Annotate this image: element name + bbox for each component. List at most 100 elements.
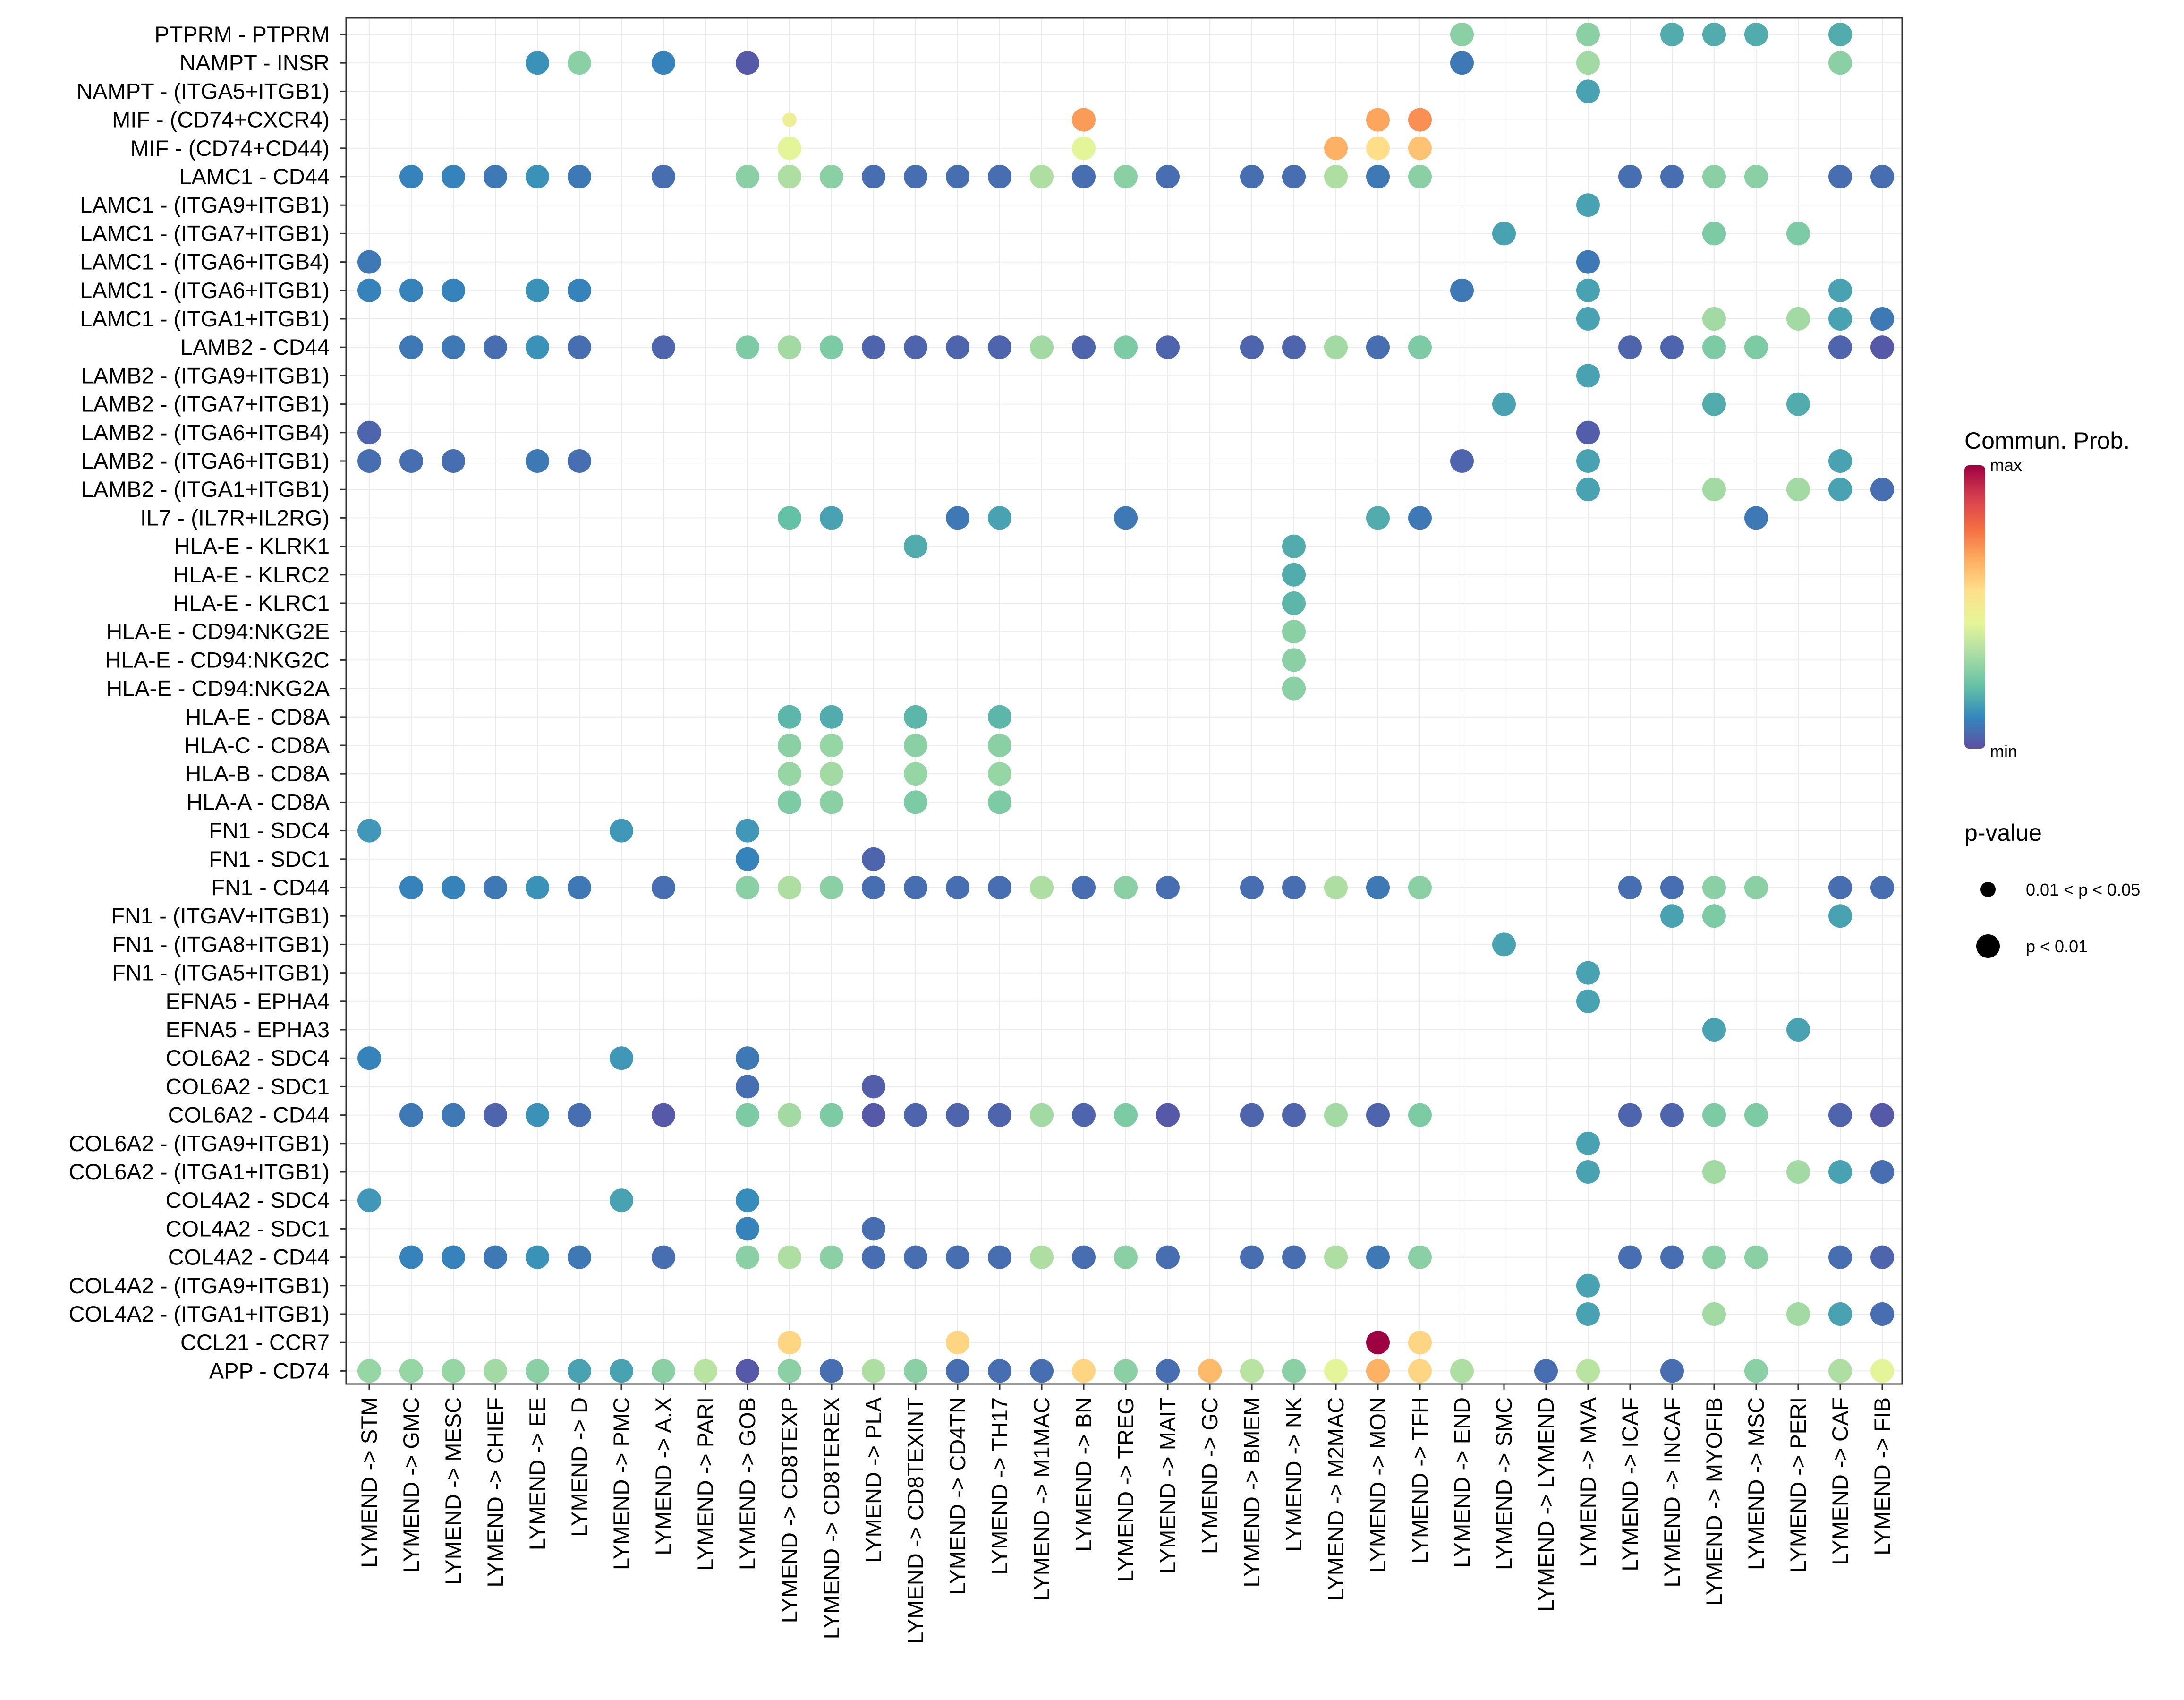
data-point xyxy=(442,165,465,188)
data-point xyxy=(1660,335,1684,359)
y-tick-label: HLA-E - KLRK1 xyxy=(174,534,330,559)
data-point xyxy=(1828,278,1852,302)
data-point xyxy=(1870,1302,1894,1326)
data-point xyxy=(1870,1359,1894,1383)
x-tick-label: LYMEND -> ICAF xyxy=(1617,1397,1642,1572)
data-point xyxy=(1870,1103,1894,1127)
y-tick-label: LAMB2 - (ITGA7+ITGB1) xyxy=(81,392,330,417)
data-point xyxy=(1702,876,1726,899)
data-point xyxy=(1660,165,1684,188)
y-tick-label: EFNA5 - EPHA3 xyxy=(166,1017,330,1042)
y-tick-label: EFNA5 - EPHA4 xyxy=(166,989,330,1014)
data-point xyxy=(946,506,969,530)
y-tick-label: LAMC1 - (ITGA6+ITGB4) xyxy=(80,249,330,274)
data-point xyxy=(568,165,591,188)
data-point xyxy=(778,705,801,729)
data-point xyxy=(526,335,549,359)
data-point xyxy=(1576,79,1600,103)
data-point xyxy=(1660,876,1684,899)
x-tick-label: LYMEND -> CD8TEXINT xyxy=(903,1397,928,1644)
data-point xyxy=(1114,1103,1138,1127)
data-point xyxy=(1828,904,1852,928)
data-point xyxy=(568,1359,591,1383)
data-point xyxy=(1240,1103,1264,1127)
data-point xyxy=(1576,961,1600,985)
data-point xyxy=(568,1245,591,1269)
data-point xyxy=(1324,1359,1348,1383)
data-point xyxy=(1366,1103,1390,1127)
y-tick-label: FN1 - SDC1 xyxy=(209,846,330,871)
data-point xyxy=(736,165,759,188)
data-point xyxy=(357,449,381,473)
data-point xyxy=(1324,136,1348,160)
data-point xyxy=(1828,876,1852,899)
x-tick-label: LYMEND -> FIB xyxy=(1870,1397,1895,1555)
data-point xyxy=(1702,904,1726,928)
data-point xyxy=(1576,1302,1600,1326)
data-point xyxy=(736,1103,759,1127)
data-point xyxy=(442,335,465,359)
data-point xyxy=(568,335,591,359)
data-point xyxy=(1576,420,1600,444)
data-point xyxy=(1870,876,1894,899)
y-tick-label: COL4A2 - SDC1 xyxy=(166,1216,330,1241)
size-legend-label: p < 0.01 xyxy=(2026,937,2088,956)
data-point xyxy=(1786,1302,1810,1326)
data-point xyxy=(1828,1103,1852,1127)
data-point xyxy=(1114,1359,1138,1383)
data-point xyxy=(568,449,591,473)
data-point xyxy=(988,506,1011,530)
data-point xyxy=(357,420,381,444)
data-point xyxy=(1156,1245,1180,1269)
data-point xyxy=(946,876,969,899)
data-point xyxy=(778,1245,801,1269)
data-point xyxy=(778,1103,801,1127)
data-point xyxy=(1618,165,1642,188)
data-point xyxy=(484,165,507,188)
x-tick-label: LYMEND -> END xyxy=(1449,1397,1474,1568)
x-tick-label: LYMEND -> STM xyxy=(357,1397,382,1568)
data-point xyxy=(946,165,969,188)
data-point xyxy=(1282,620,1306,644)
x-tick-label: LYMEND -> BN xyxy=(1071,1397,1096,1552)
data-point xyxy=(778,1331,801,1355)
data-point xyxy=(399,1103,423,1127)
data-point xyxy=(778,734,801,757)
y-tick-label: MIF - (CD74+CXCR4) xyxy=(112,107,330,132)
x-tick-label: LYMEND -> GC xyxy=(1197,1397,1222,1554)
data-point xyxy=(1744,1245,1768,1269)
data-point xyxy=(484,1103,507,1127)
data-point xyxy=(1786,222,1810,246)
x-tick-label: LYMEND -> BMEM xyxy=(1239,1397,1264,1588)
data-point xyxy=(1576,1273,1600,1298)
data-point xyxy=(1870,1160,1894,1184)
data-point xyxy=(1702,307,1726,331)
x-tick-label: LYMEND -> D xyxy=(567,1397,592,1537)
data-point xyxy=(778,790,801,814)
data-point xyxy=(1702,1245,1726,1269)
data-point xyxy=(568,278,591,302)
data-point xyxy=(904,876,927,899)
x-tick-label: LYMEND -> PERI xyxy=(1785,1397,1810,1572)
data-point xyxy=(1282,165,1306,188)
data-point xyxy=(652,1245,675,1269)
data-point xyxy=(610,1046,633,1070)
data-point xyxy=(820,876,843,899)
data-point xyxy=(736,847,759,871)
data-point xyxy=(988,734,1011,757)
y-tick-label: HLA-E - CD94:NKG2A xyxy=(106,676,330,701)
data-point xyxy=(1366,1245,1390,1269)
data-point xyxy=(399,278,423,302)
data-point xyxy=(1744,335,1768,359)
data-point xyxy=(904,762,927,786)
y-tick-label: COL4A2 - CD44 xyxy=(168,1245,330,1270)
data-point xyxy=(1114,165,1138,188)
data-point xyxy=(1744,506,1768,530)
data-point xyxy=(610,1188,633,1213)
data-point xyxy=(1282,1245,1306,1269)
y-tick-label: LAMB2 - (ITGA6+ITGB1) xyxy=(81,448,330,473)
data-point xyxy=(1702,335,1726,359)
data-point xyxy=(357,278,381,302)
data-point xyxy=(652,335,675,359)
